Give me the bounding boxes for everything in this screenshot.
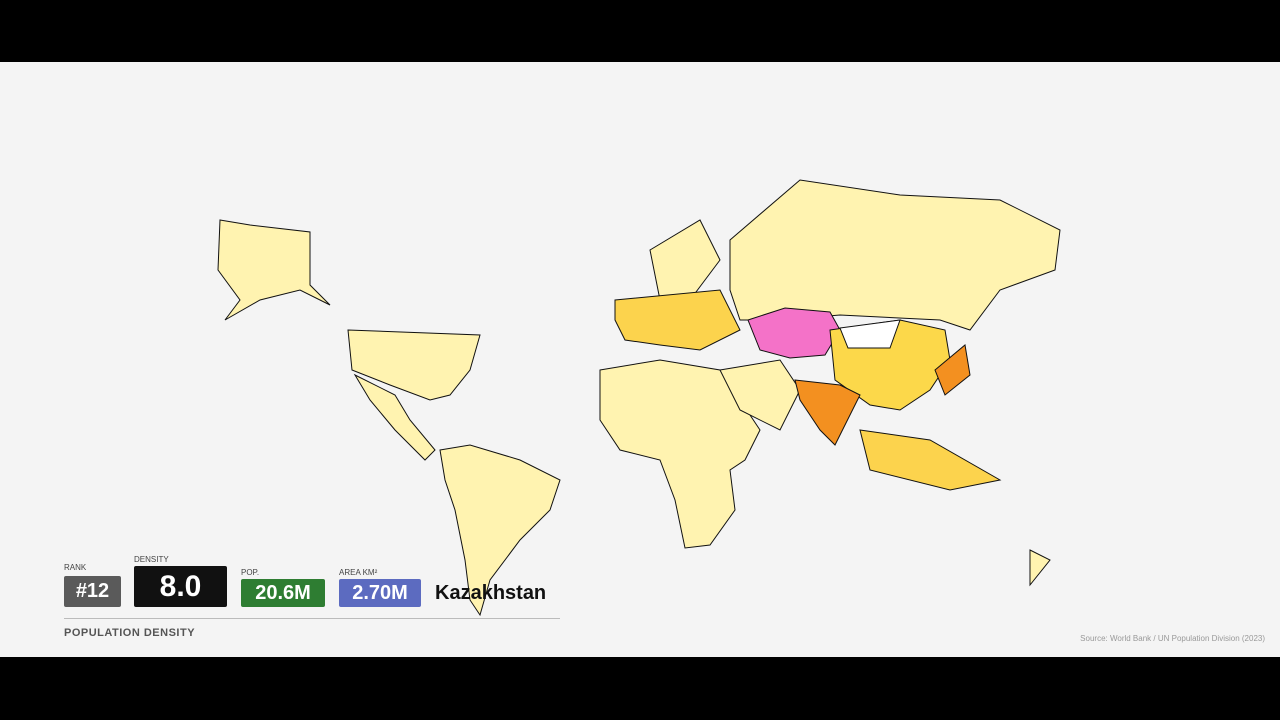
- kazakhstan: [747, 307, 841, 359]
- southeast-asia: [859, 429, 1002, 491]
- usa: [347, 329, 481, 401]
- russia: [729, 179, 1061, 331]
- area-label: AREA KM²: [339, 568, 378, 577]
- world-map: [217, 179, 1061, 617]
- central-america: [353, 373, 436, 461]
- alaska: [217, 219, 331, 321]
- source: Source: World Bank / UN Population Divis…: [1080, 634, 1265, 643]
- mongolia: [839, 319, 901, 349]
- divider: [64, 618, 560, 619]
- area: 2.70M: [339, 579, 421, 607]
- metric-label: POPULATION DENSITY: [64, 627, 196, 639]
- population: 20.6M: [241, 579, 325, 607]
- new-zealand: [1029, 549, 1051, 587]
- middle-east: [719, 359, 801, 431]
- density-label: DENSITY: [134, 555, 169, 564]
- south-america: [439, 444, 561, 617]
- rank-label: RANK: [64, 563, 87, 572]
- density: 8.0: [134, 566, 227, 607]
- india: [794, 379, 861, 446]
- scandinavia: [649, 219, 721, 301]
- country-name: Kazakhstan: [435, 582, 547, 604]
- rank: #12: [64, 576, 121, 607]
- map-view: [0, 62, 1280, 657]
- europe: [614, 289, 741, 351]
- japan: [934, 344, 971, 396]
- pop-label: POP.: [241, 568, 260, 577]
